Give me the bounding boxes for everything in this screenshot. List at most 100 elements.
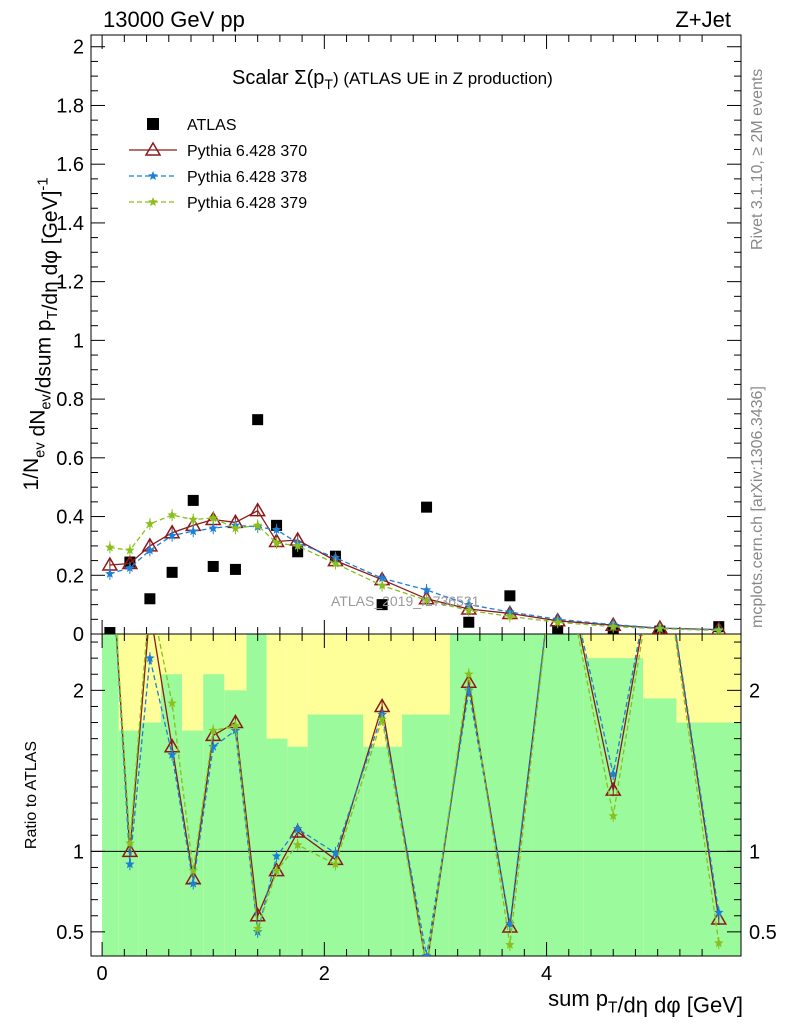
y-tick-label-main: 0.4 [56, 507, 84, 529]
band-inner [402, 714, 450, 956]
ratio-point-pythia-370 [551, 522, 565, 534]
point-atlas [252, 414, 264, 426]
band-inner [203, 674, 225, 956]
plot-frames [90, 34, 742, 957]
ratio-point-pythia-379 [553, 524, 563, 533]
ratio-point-pythia-379 [271, 865, 282, 875]
ratio-point-pythia-379 [330, 859, 341, 869]
ratio-point-pythia-370 [143, 603, 157, 615]
y-tick-label-main: 0 [73, 624, 84, 646]
legend-marker-pythia-378 [148, 171, 158, 180]
point-atlas [144, 593, 156, 605]
ratio-point-pythia-379 [105, 524, 115, 533]
y-tick-label-ratio-right: 0.5 [749, 922, 777, 944]
point-pythia-378 [105, 568, 115, 578]
y-tick-label-main: 1.4 [56, 213, 84, 235]
point-pythia-379 [552, 617, 563, 627]
ratio-point-pythia-378 [553, 524, 563, 533]
mcplots-label: mcplots.cern.ch [arXiv:1306.3436] [749, 386, 766, 628]
point-atlas [376, 599, 388, 611]
ratio-point-pythia-379 [714, 938, 724, 948]
point-pythia-378 [208, 523, 218, 533]
ratio-point-pythia-379 [230, 720, 241, 730]
ratio-point-pythia-370 [249, 907, 266, 922]
band-inner [532, 634, 584, 956]
ratio-point-pythia-379 [377, 714, 387, 724]
point-pythia-379 [464, 605, 474, 615]
ratio-point-pythia-379 [208, 725, 218, 735]
point-pythia-379 [230, 523, 241, 533]
point-pythia-379 [714, 625, 724, 634]
ratio-point-pythia-379 [252, 923, 263, 933]
band-inner [182, 730, 204, 956]
point-pythia-379 [208, 513, 218, 523]
y-tick-label-ratio-right: 1 [749, 841, 760, 863]
legend-label-pythia-378: Pythia 6.428 378 [187, 169, 307, 186]
point-atlas [187, 494, 199, 506]
y-axis-label-ratio: Ratio to ATLAS [23, 741, 40, 849]
ratio-bands [102, 634, 741, 956]
point-atlas [463, 616, 475, 628]
point-atlas [421, 501, 433, 513]
ratio-point-pythia-378 [608, 769, 618, 779]
band-inner [583, 658, 644, 956]
ratio-point-pythia-378 [330, 848, 341, 857]
point-pythia-379 [608, 621, 618, 631]
ratio-point-pythia-378 [105, 524, 115, 533]
x-tick-label: 2 [319, 963, 330, 985]
band-inner [643, 698, 677, 956]
ratio-point-pythia-378 [188, 878, 198, 888]
y-tick-label-ratio-right: 2 [749, 680, 760, 702]
band-inner [224, 690, 247, 956]
band-inner [266, 738, 288, 956]
y-tick-label-ratio: 2 [73, 680, 84, 702]
svg-text:1/Nev dNev/dsum pT/dη dφ [GeV]: 1/Nev dNev/dsum pT/dη dφ [GeV]-1 [20, 177, 62, 490]
point-pythia-378 [145, 545, 155, 555]
point-pythia-378 [271, 524, 282, 534]
y-axis-label-main: 1/Nev dNev/dsum pT/dη dφ [GeV]-1 [20, 177, 62, 490]
point-pythia-378 [125, 562, 135, 572]
point-atlas [166, 566, 178, 578]
point-pythia-378 [421, 585, 432, 594]
ratio-point-pythia-378 [505, 918, 515, 928]
point-pythia-378 [377, 573, 387, 583]
point-pythia-379 [330, 558, 341, 568]
ratio-point-pythia-378 [714, 907, 724, 917]
ratio-point-pythia-378 [145, 653, 155, 663]
ratio-point-pythia-379 [292, 839, 303, 849]
band-inner [138, 722, 161, 956]
point-pythia-378 [167, 530, 177, 540]
ratio-point-pythia-378 [271, 851, 282, 861]
point-atlas [207, 560, 219, 572]
ratio-frame [90, 633, 742, 957]
ratio-point-pythia-379 [422, 962, 432, 971]
point-pythia-370 [249, 502, 266, 517]
y-tick-label-main: 0.8 [56, 389, 84, 411]
ratio-point-pythia-370 [103, 522, 117, 534]
x-tick-label: 4 [541, 963, 552, 985]
point-atlas [552, 625, 564, 634]
series-line-pythia-378 [109, 524, 719, 631]
ratio-point-pythia-379 [505, 939, 515, 949]
ratio-point-pythia-378 [125, 859, 135, 869]
ratio-point-pythia-370 [604, 781, 622, 796]
y-tick-label-main: 1.8 [56, 95, 84, 117]
ratio-point-pythia-378 [655, 524, 665, 533]
point-pythia-379 [292, 540, 303, 550]
band-inner [102, 634, 119, 956]
band-inner [161, 674, 183, 956]
legend: ATLAS Pythia 6.428 370 Pythia 6.428 378 Pyt… [129, 117, 307, 212]
ratio-point-pythia-370 [653, 522, 667, 534]
point-pythia-378 [330, 552, 341, 562]
point-pythia-379 [188, 514, 198, 524]
point-atlas [229, 563, 241, 575]
ratio-point-pythia-379 [125, 838, 135, 848]
x-tick-label: 0 [97, 963, 108, 985]
point-pythia-379 [145, 518, 155, 528]
point-pythia-379 [252, 520, 263, 530]
point-pythia-379 [421, 595, 432, 605]
legend-marker-atlas [147, 118, 159, 130]
axis-ticks: 0 0.2 0.4 0.6 0.8 1 1.2 1.4 1.6 1.8 2 0 2 4 0.5 0.5 1 1 2 2 [56, 35, 777, 985]
ratio-series [103, 522, 728, 971]
